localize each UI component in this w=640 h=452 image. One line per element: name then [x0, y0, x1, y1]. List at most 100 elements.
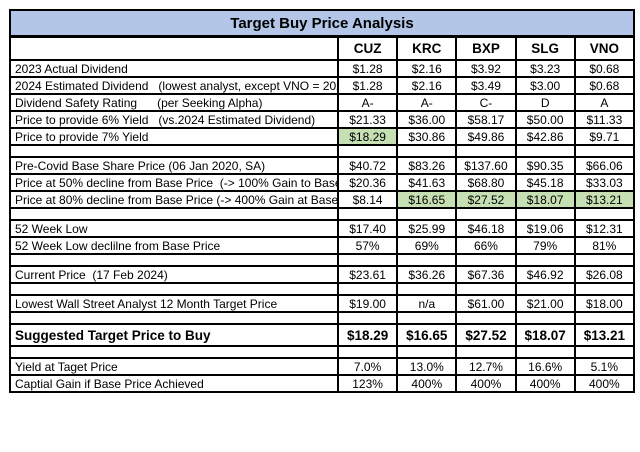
row-label-cell: Dividend Safety Rating (per Seeking Alph…	[9, 93, 339, 112]
row-label-cell	[9, 311, 339, 325]
value-cell: 7.0%	[336, 357, 399, 376]
row-label-cell: Suggested Target Price to Buy	[9, 323, 339, 347]
row-label-cell: Current Price (17 Feb 2024)	[9, 265, 339, 284]
value-cell	[573, 207, 635, 221]
value-cell: $12.31	[573, 219, 635, 238]
col-header-cuz: CUZ	[336, 35, 399, 61]
value-cell: $50.00	[514, 110, 576, 129]
spacer-row	[9, 253, 635, 267]
table-row: 52 Week Low declilne from Base Price 57% 6…	[9, 236, 635, 255]
row-label-cell: 52 Week Low	[9, 219, 339, 238]
value-cell	[514, 311, 576, 325]
value-cell	[573, 144, 635, 158]
row-label-cell: Price at 50% decline from Base Price (->…	[9, 173, 339, 192]
table-row: 52 Week Low $17.40 $25.99 $46.18 $19.06 $12.3…	[9, 219, 635, 238]
table-row: Price at 50% decline from Base Price (->…	[9, 173, 635, 192]
spacer-row	[9, 311, 635, 325]
row-label-cell: 2023 Actual Dividend	[9, 59, 339, 78]
value-cell: 12.7%	[455, 357, 517, 376]
value-cell	[336, 207, 399, 221]
corner-cell	[9, 35, 339, 61]
value-cell: $1.28	[336, 59, 399, 78]
value-cell: $11.33	[573, 110, 635, 129]
value-cell	[514, 207, 576, 221]
value-cell: 400%	[514, 374, 576, 393]
value-cell: $3.92	[455, 59, 517, 78]
row-label-cell: 52 Week Low declilne from Base Price	[9, 236, 339, 255]
value-cell	[396, 207, 458, 221]
table-row: Price to provide 7% Yield $18.29 $30.86 $49…	[9, 127, 635, 146]
value-cell: 400%	[455, 374, 517, 393]
value-cell: $20.36	[336, 173, 399, 192]
value-cell	[455, 144, 517, 158]
value-cell: $0.68	[573, 76, 635, 95]
table-row: Dividend Safety Rating (per Seeking Alph…	[9, 93, 635, 112]
row-label-cell: Captial Gain if Base Price Achieved	[9, 374, 339, 393]
value-cell: $67.36	[455, 265, 517, 284]
row-label-cell: Yield at Taget Price	[9, 357, 339, 376]
value-cell: 69%	[396, 236, 458, 255]
value-cell: $18.07	[514, 323, 576, 347]
table-row: 2023 Actual Dividend $1.28 $2.16 $3.92 $3.23…	[9, 59, 635, 78]
value-cell: $49.86	[455, 127, 517, 146]
value-cell: $1.28	[336, 76, 399, 95]
value-cell: $19.06	[514, 219, 576, 238]
value-cell: $13.21	[573, 323, 635, 347]
value-cell: 57%	[336, 236, 399, 255]
value-cell: $33.03	[573, 173, 635, 192]
value-cell: $42.86	[514, 127, 576, 146]
col-header-vno: VNO	[573, 35, 635, 61]
ticker-header-row: CUZ KRC BXP SLG VNO	[9, 35, 635, 61]
value-cell: $17.40	[336, 219, 399, 238]
value-cell: $41.63	[396, 173, 458, 192]
value-cell: 16.6%	[514, 357, 576, 376]
target-buy-price-table: Target Buy Price Analysis CUZ KRC BXP SL…	[9, 9, 635, 393]
value-cell	[455, 207, 517, 221]
value-cell: $3.49	[455, 76, 517, 95]
value-cell	[455, 345, 517, 359]
value-cell	[514, 282, 576, 296]
value-cell	[396, 311, 458, 325]
value-cell: D	[514, 93, 576, 112]
value-cell: 66%	[455, 236, 517, 255]
value-cell: 400%	[396, 374, 458, 393]
value-cell	[455, 311, 517, 325]
col-header-bxp: BXP	[455, 35, 517, 61]
value-cell: n/a	[396, 294, 458, 313]
table-row: Suggested Target Price to Buy $18.29 $16.6…	[9, 323, 635, 347]
value-cell: $9.71	[573, 127, 635, 146]
value-cell: $16.65	[396, 190, 458, 209]
table-title: Target Buy Price Analysis	[9, 9, 635, 38]
spacer-row	[9, 345, 635, 359]
table-row: Captial Gain if Base Price Achieved 123% 4…	[9, 374, 635, 393]
value-cell: $30.86	[396, 127, 458, 146]
value-cell	[336, 311, 399, 325]
value-cell: $2.16	[396, 76, 458, 95]
table-row: Price at 80% decline from Base Price (->…	[9, 190, 635, 209]
value-cell: 123%	[336, 374, 399, 393]
table-row: Yield at Taget Price 7.0% 13.0% 12.7% 16.6% 5…	[9, 357, 635, 376]
table-row: Price to provide 6% Yield (vs.2024 Estim…	[9, 110, 635, 129]
value-cell: $45.18	[514, 173, 576, 192]
value-cell: $19.00	[336, 294, 399, 313]
value-cell	[396, 345, 458, 359]
value-cell: $68.80	[455, 173, 517, 192]
value-cell: 13.0%	[396, 357, 458, 376]
value-cell: $8.14	[336, 190, 399, 209]
value-cell: $27.52	[455, 190, 517, 209]
value-cell: $0.68	[573, 59, 635, 78]
value-cell: A-	[336, 93, 399, 112]
value-cell	[396, 282, 458, 296]
value-cell	[455, 253, 517, 267]
value-cell	[336, 282, 399, 296]
value-cell: $2.16	[396, 59, 458, 78]
row-label-cell	[9, 207, 339, 221]
row-label-cell: Pre-Covid Base Share Price (06 Jan 2020,…	[9, 156, 339, 175]
value-cell	[514, 144, 576, 158]
value-cell	[514, 253, 576, 267]
value-cell: A	[573, 93, 635, 112]
spacer-row	[9, 144, 635, 158]
row-label-cell	[9, 282, 339, 296]
value-cell: $36.26	[396, 265, 458, 284]
